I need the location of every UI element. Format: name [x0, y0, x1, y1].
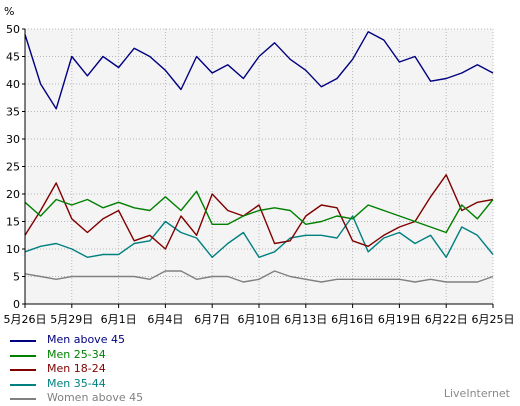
x-tick-label: 6月25日 [472, 313, 515, 326]
y-tick-label: 50 [6, 23, 20, 36]
legend-swatch-men-35-44 [10, 383, 36, 386]
legend-label-men-35-44: Men 35-44 [47, 376, 106, 390]
legend-label-women-above-45: Women above 45 [47, 391, 144, 404]
y-axis-label: % [4, 5, 14, 18]
y-tick-label: 35 [6, 106, 20, 119]
y-tick-label: 5 [13, 271, 20, 284]
x-tick-label: 6月7日 [194, 313, 230, 326]
y-tick-label: 45 [6, 51, 20, 64]
y-tick-label: 10 [6, 243, 20, 256]
series-line-women-above-45 [24, 270, 494, 283]
y-tick-label: 30 [6, 133, 20, 146]
x-axis: 5月26日 5月29日 6月1日 6月4日 6月7日 6月10日 6月13日 6月16日 6月1… [4, 304, 515, 326]
y-axis: 0 5 10 15 20 25 30 35 40 45 50 [6, 23, 25, 311]
legend-label-men-18-24: Men 18-24 [47, 362, 106, 375]
watermark-text: LiveInternet [443, 387, 510, 400]
y-tick-label: 15 [6, 216, 20, 229]
series-line-men-35-44 [24, 215, 494, 258]
x-tick-label: 6月13日 [284, 313, 327, 326]
x-tick-label: 6月16日 [331, 313, 374, 326]
legend-label-men-25-34: Men 25-34 [47, 347, 106, 361]
series-lines [24, 31, 494, 283]
y-tick-label: 0 [13, 298, 20, 311]
x-tick-label: 6月22日 [425, 313, 468, 326]
y-tick-label: 25 [6, 161, 20, 174]
legend-swatch-women-above-45 [10, 398, 36, 400]
legend-swatch-men-25-34 [10, 354, 36, 357]
x-tick-label: 6月10日 [238, 313, 281, 326]
x-tick-label: 5月29日 [50, 313, 93, 326]
legend-swatch-men-above-45 [10, 340, 36, 342]
y-tick-label: 40 [6, 78, 20, 91]
series-line-men-above-45 [24, 31, 494, 110]
x-tick-label: 6月19日 [378, 313, 421, 326]
x-tick-label: 6月4日 [147, 313, 183, 326]
series-line-men-25-34 [24, 190, 494, 234]
x-tick-label: 5月26日 [4, 313, 47, 326]
legend-swatch-men-18-24 [10, 369, 36, 371]
y-tick-label: 20 [6, 188, 20, 201]
legend-label-men-above-45: Men above 45 [47, 333, 125, 346]
x-tick-label: 6月1日 [101, 313, 137, 326]
